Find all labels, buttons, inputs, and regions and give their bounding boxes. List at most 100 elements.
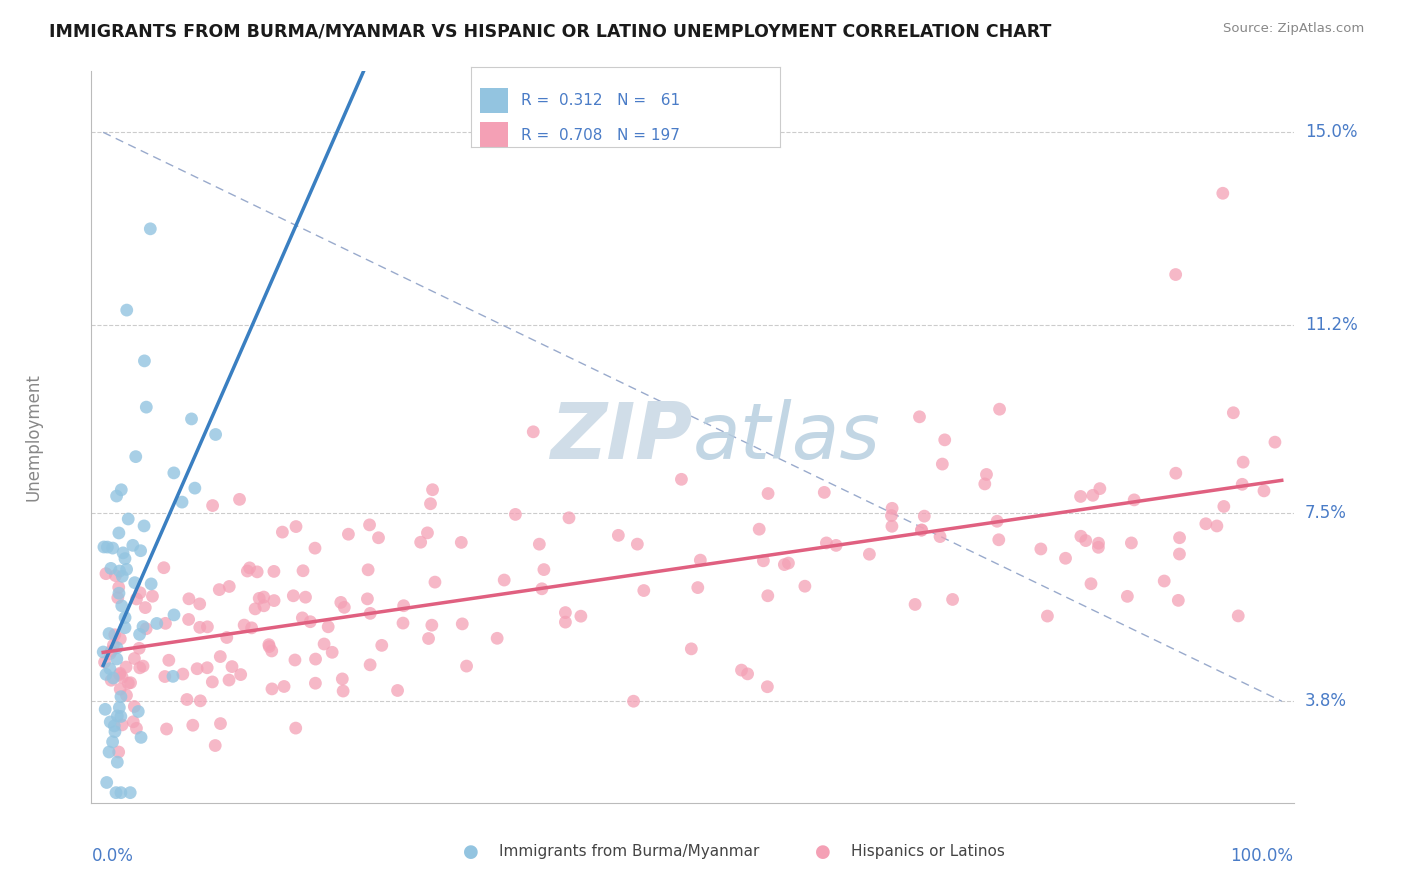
Point: [101, 541, 124, 555]
Point: [111, 599, 134, 613]
Point: [569, 609, 592, 624]
Text: ZIP: ZIP: [550, 399, 692, 475]
Point: [1205, 519, 1227, 533]
Point: [494, 573, 516, 587]
Point: [104, 724, 127, 739]
Point: [263, 593, 285, 607]
Text: 3.8%: 3.8%: [1305, 692, 1347, 710]
Point: [316, 620, 339, 634]
Point: [422, 483, 444, 497]
Text: Hispanics or Latinos: Hispanics or Latinos: [851, 845, 1004, 859]
Point: [263, 565, 285, 579]
Point: [304, 676, 326, 690]
Point: [1167, 593, 1189, 607]
Point: [1087, 541, 1109, 555]
Point: [117, 676, 139, 690]
Point: [163, 466, 186, 480]
Point: [180, 412, 202, 426]
Point: [111, 569, 134, 583]
Point: [1195, 516, 1218, 531]
Point: [858, 547, 880, 561]
Point: [934, 433, 956, 447]
Point: [124, 651, 146, 665]
Point: [333, 600, 356, 615]
Point: [1080, 576, 1102, 591]
Point: [111, 718, 134, 732]
Point: [221, 659, 243, 673]
Point: [239, 561, 262, 575]
Point: [228, 492, 250, 507]
Point: [558, 511, 581, 525]
Point: [120, 786, 142, 800]
Point: [209, 716, 232, 731]
Point: [209, 649, 232, 664]
Point: [910, 523, 932, 537]
Point: [103, 671, 125, 685]
Point: [177, 612, 200, 626]
Point: [257, 638, 280, 652]
Point: [172, 667, 194, 681]
Point: [108, 564, 131, 578]
Point: [337, 527, 360, 541]
Point: [359, 607, 381, 621]
Text: Unemployment: Unemployment: [25, 373, 42, 501]
Point: [988, 402, 1011, 417]
Point: [188, 620, 211, 634]
Point: [195, 661, 218, 675]
Point: [671, 472, 693, 486]
Point: [186, 662, 208, 676]
Point: [132, 659, 155, 673]
Point: [112, 546, 135, 560]
Point: [135, 400, 157, 414]
Point: [299, 615, 322, 629]
Point: [942, 592, 965, 607]
Point: [689, 553, 711, 567]
Point: [124, 699, 146, 714]
Text: R =  0.312   N =   61: R = 0.312 N = 61: [520, 93, 679, 108]
Point: [141, 589, 163, 603]
Point: [110, 690, 132, 704]
Text: atlas: atlas: [692, 399, 880, 475]
Point: [1153, 574, 1175, 588]
Point: [108, 682, 131, 697]
Point: [141, 577, 163, 591]
Point: [273, 680, 295, 694]
Point: [257, 640, 280, 654]
Point: [240, 621, 263, 635]
Point: [1168, 547, 1191, 561]
Point: [1070, 490, 1092, 504]
Point: [197, 620, 219, 634]
Point: [1036, 609, 1059, 624]
Point: [132, 619, 155, 633]
Point: [260, 644, 283, 658]
Point: [91, 645, 114, 659]
Point: [201, 674, 224, 689]
Text: ●: ●: [814, 843, 831, 861]
Point: [162, 669, 184, 683]
Point: [188, 597, 211, 611]
Point: [283, 589, 305, 603]
Point: [522, 425, 544, 439]
Point: [1087, 536, 1109, 550]
Point: [456, 659, 478, 673]
Point: [127, 705, 149, 719]
Point: [111, 670, 134, 684]
Point: [284, 721, 307, 735]
Point: [260, 681, 283, 696]
Point: [125, 591, 148, 606]
Point: [107, 591, 129, 605]
Point: [332, 684, 354, 698]
Point: [100, 673, 122, 688]
Point: [911, 523, 934, 537]
Point: [533, 563, 555, 577]
Point: [730, 663, 752, 677]
Point: [626, 537, 648, 551]
Point: [356, 591, 378, 606]
Point: [367, 531, 389, 545]
Point: [157, 653, 180, 667]
Point: [253, 599, 276, 613]
Point: [100, 644, 122, 658]
Point: [1264, 435, 1286, 450]
Point: [904, 598, 927, 612]
Point: [778, 556, 800, 570]
